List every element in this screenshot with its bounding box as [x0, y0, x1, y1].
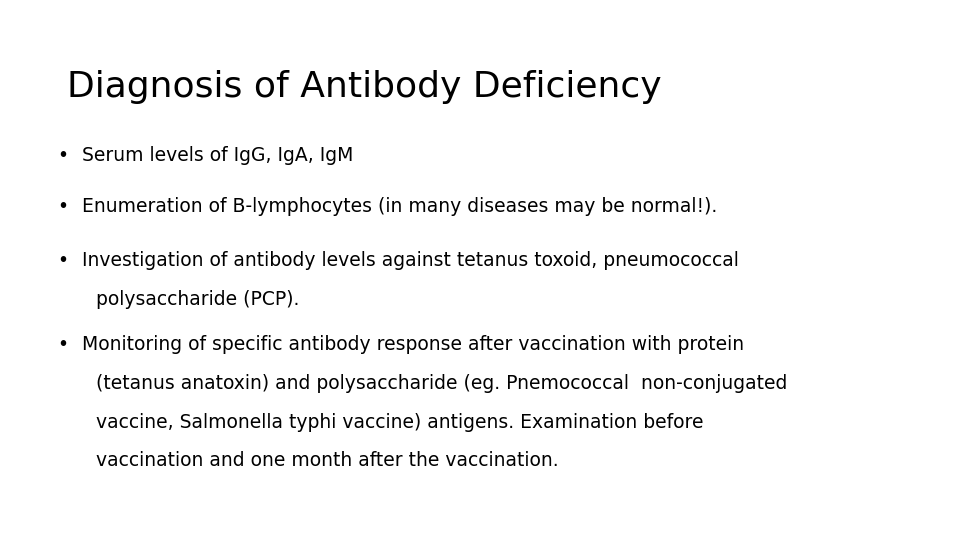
Text: •: • — [58, 335, 69, 354]
Text: Enumeration of B-lymphocytes (in many diseases may be normal!).: Enumeration of B-lymphocytes (in many di… — [82, 197, 717, 216]
Text: Serum levels of IgG, IgA, IgM: Serum levels of IgG, IgA, IgM — [82, 146, 353, 165]
Text: vaccine, Salmonella typhi vaccine) antigens. Examination before: vaccine, Salmonella typhi vaccine) antig… — [96, 413, 704, 431]
Text: Investigation of antibody levels against tetanus toxoid, pneumococcal: Investigation of antibody levels against… — [82, 251, 738, 270]
Text: •: • — [58, 251, 69, 270]
Text: vaccination and one month after the vaccination.: vaccination and one month after the vacc… — [96, 451, 559, 470]
Text: •: • — [58, 146, 69, 165]
Text: polysaccharide (PCP).: polysaccharide (PCP). — [96, 290, 300, 309]
Text: Diagnosis of Antibody Deficiency: Diagnosis of Antibody Deficiency — [67, 70, 661, 104]
Text: Monitoring of specific antibody response after vaccination with protein: Monitoring of specific antibody response… — [82, 335, 744, 354]
Text: •: • — [58, 197, 69, 216]
Text: (tetanus anatoxin) and polysaccharide (eg. Pnemococcal  non-conjugated: (tetanus anatoxin) and polysaccharide (e… — [96, 374, 787, 393]
